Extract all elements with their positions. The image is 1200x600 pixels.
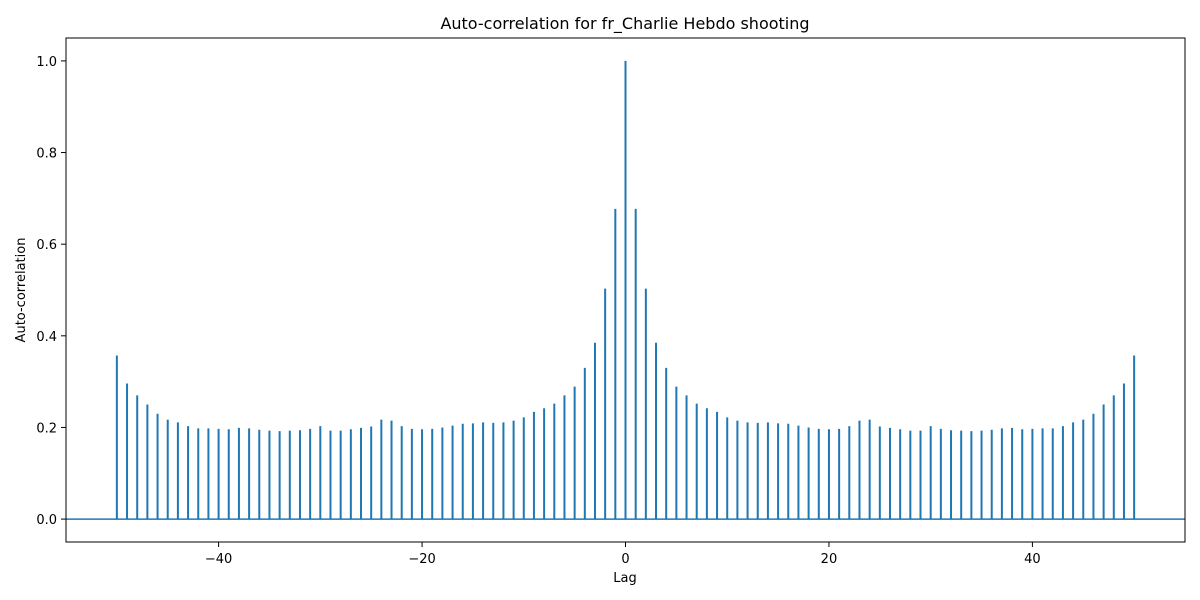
chart-title: Auto-correlation for fr_Charlie Hebdo sh…	[440, 14, 809, 34]
y-tick-label: 0.6	[36, 238, 57, 253]
y-axis-label: Auto-correlation	[14, 238, 29, 343]
y-tick-label: 0.2	[36, 421, 57, 436]
x-axis-label: Lag	[613, 571, 636, 586]
x-tick-label: 20	[821, 552, 838, 567]
stem-series	[66, 60, 1185, 520]
y-tick-label: 0.0	[36, 513, 57, 528]
plot-area-frame	[65, 37, 1186, 543]
x-tick-label: −40	[205, 552, 232, 567]
x-tick-label: 40	[1024, 552, 1041, 567]
y-axis-ticks: 0.0 0.2 0.4 0.6 0.8 1.0	[36, 55, 66, 528]
x-tick-label: −20	[408, 552, 435, 567]
y-tick-label: 0.4	[36, 330, 57, 345]
y-tick-label: 1.0	[36, 55, 57, 70]
x-tick-label: 0	[621, 552, 629, 567]
x-axis-ticks: −40 −20 0 20 40	[205, 542, 1041, 567]
y-tick-label: 0.8	[36, 147, 57, 162]
